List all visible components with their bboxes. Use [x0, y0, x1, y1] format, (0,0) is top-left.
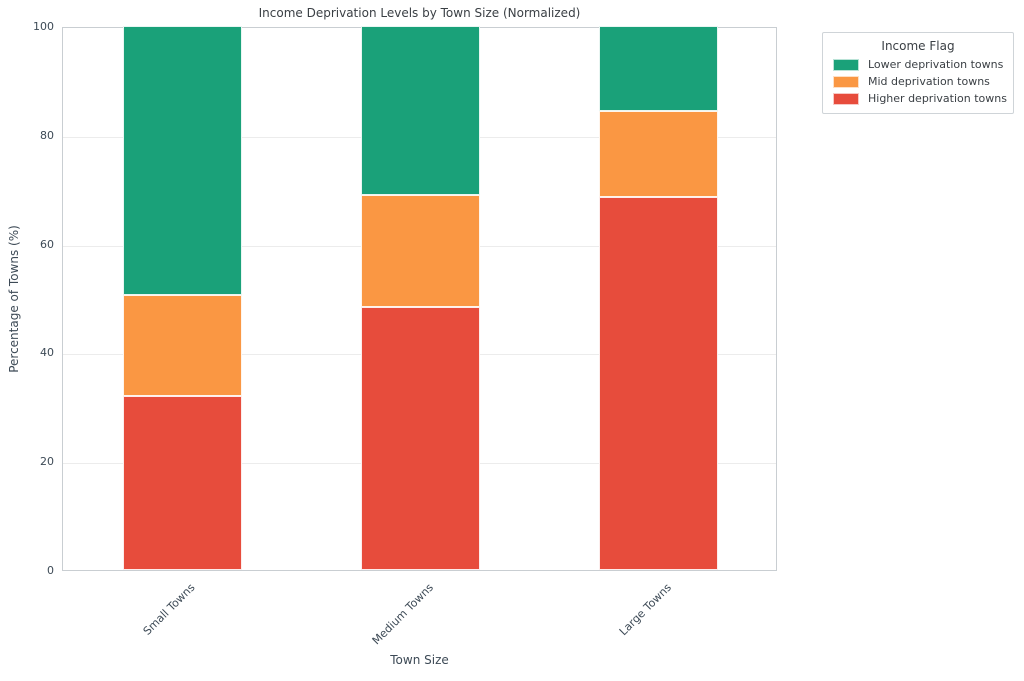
bar-segment — [361, 307, 480, 570]
legend-title: Income Flag — [881, 39, 955, 53]
legend-item-mid: Mid deprivation towns — [831, 75, 1005, 88]
bar-segment — [122, 395, 242, 570]
y-tick-label: 60 — [40, 237, 54, 251]
x-axis-label: Town Size — [390, 653, 449, 667]
bar-segment — [599, 110, 719, 197]
chart-title: Income Deprivation Levels by Town Size (… — [258, 6, 581, 20]
y-tick-label: 0 — [47, 564, 54, 577]
legend-label: Higher deprivation towns — [868, 92, 1007, 105]
legend-item-higher: Higher deprivation towns — [831, 92, 1007, 105]
bar-segment — [599, 26, 719, 111]
bar-segment — [122, 26, 242, 295]
y-tick-label: 100 — [33, 20, 54, 33]
legend: Income Flag Lower deprivation towns Mid … — [822, 32, 1014, 114]
legend-label: Mid deprivation towns — [868, 75, 990, 88]
higher-deprivation-swatch-icon — [833, 92, 859, 105]
x-tick-label: Large Towns — [616, 581, 675, 639]
mid-deprivation-swatch-icon — [833, 75, 859, 88]
bar-segment — [122, 294, 242, 396]
lower-deprivation-swatch-icon — [833, 58, 859, 71]
plot-area — [62, 26, 777, 571]
y-tick-label: 80 — [40, 128, 54, 142]
x-tick-label: Medium Towns — [369, 581, 436, 648]
y-axis-label: Percentage of Towns (%) — [7, 225, 21, 373]
legend-item-lower: Lower deprivation towns — [831, 58, 1005, 71]
bar-segment — [361, 195, 480, 308]
legend-label: Lower deprivation towns — [868, 58, 1004, 71]
y-tick-label: 20 — [40, 455, 54, 469]
y-tick-label: 40 — [40, 346, 54, 360]
bar-segment — [361, 26, 480, 196]
x-tick-label: Small Towns — [140, 581, 198, 638]
bar-segment — [599, 196, 719, 570]
